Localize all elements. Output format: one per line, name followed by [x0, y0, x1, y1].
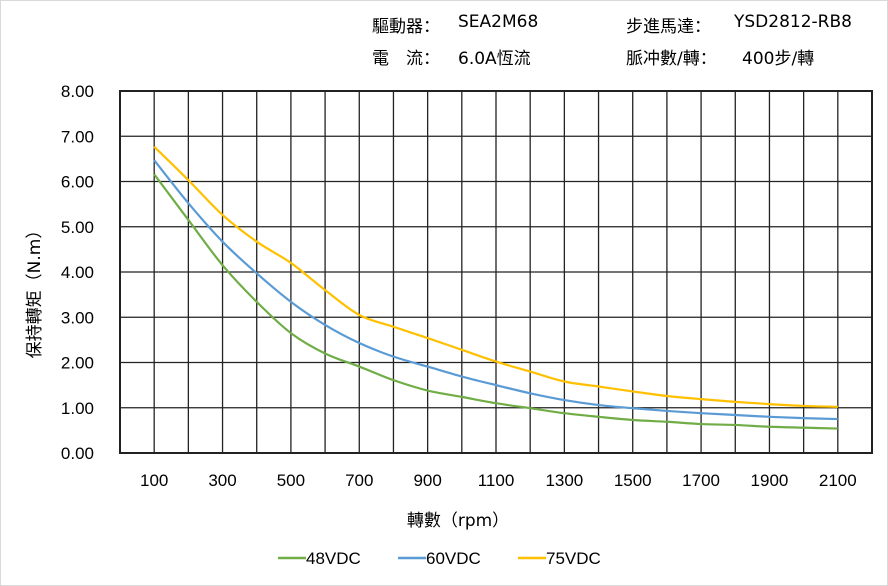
x-tick-label: 1700 [682, 471, 720, 490]
x-tick-label: 2100 [819, 471, 857, 490]
motor-value: YSD2812-RB8 [734, 12, 852, 32]
y-tick-label: 2.00 [61, 354, 94, 373]
series-lines [153, 145, 838, 430]
series-line-60VDC [153, 159, 838, 421]
y-tick-label: 4.00 [61, 263, 94, 282]
y-tick-label: 0.00 [61, 444, 94, 463]
legend-label-48VDC: 48VDC [306, 549, 361, 568]
x-tick-label: 900 [413, 471, 441, 490]
driver-value: SEA2M68 [458, 12, 539, 32]
x-tick-label: 100 [140, 471, 168, 490]
x-tick-label: 500 [277, 471, 305, 490]
x-tick-label: 1100 [478, 471, 515, 490]
y-tick-label: 8.00 [61, 82, 94, 101]
x-tick-label: 700 [345, 471, 373, 490]
pulse-label: 脈冲數/轉： [626, 49, 717, 69]
x-axis-title: 轉數（rpm） [407, 511, 509, 531]
y-tick-label: 5.00 [61, 218, 94, 237]
grid [119, 90, 873, 454]
legend: 48VDC 60VDC 75VDC [278, 549, 601, 568]
plot-border [119, 90, 873, 454]
x-tick-label: 1500 [614, 471, 652, 490]
pulse-value: 400步/轉 [742, 49, 815, 69]
legend-label-75VDC: 75VDC [546, 549, 601, 568]
y-tick-label: 6.00 [61, 173, 94, 192]
y-axis-title: 保持轉矩（N.m） [25, 222, 45, 359]
series-line-75VDC [153, 145, 838, 408]
motor-label: 步進馬達： [626, 17, 711, 37]
x-tick-label: 1300 [545, 471, 583, 490]
y-tick-label: 7.00 [61, 127, 94, 146]
x-tick-label: 1900 [751, 471, 789, 490]
current-value: 6.0A恆流 [458, 49, 531, 69]
legend-label-60VDC: 60VDC [426, 549, 481, 568]
series-line-48VDC [153, 173, 838, 430]
x-tick-label: 300 [208, 471, 236, 490]
y-tick-label: 3.00 [61, 308, 94, 327]
tick-labels: 100 300 500 700 900 1100 1300 1500 1700 1900 2100 0… [61, 82, 857, 490]
y-tick-label: 1.00 [61, 399, 94, 418]
current-label: 電 流： [372, 49, 440, 69]
driver-label: 驅動器： [372, 17, 440, 37]
